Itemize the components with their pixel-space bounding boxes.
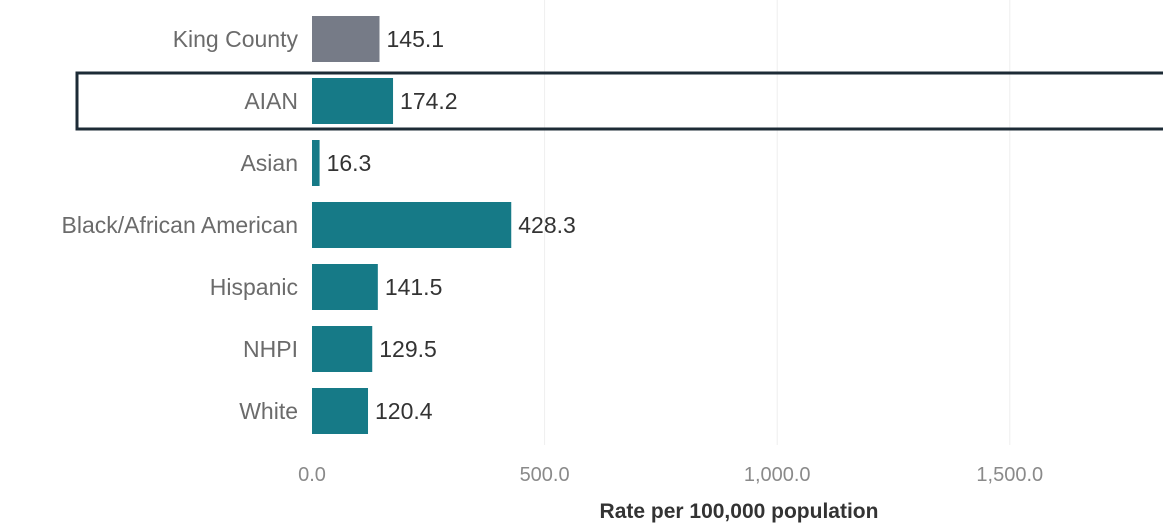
x-tick-label: 500.0	[520, 464, 570, 486]
bar[interactable]	[312, 264, 378, 310]
x-axis-ticks: 0.0 500.0 1,000.0 1,500.0	[298, 464, 1043, 486]
highlight-box	[75, 71, 1163, 131]
bar[interactable]	[312, 326, 373, 372]
value-label: 141.5	[385, 274, 443, 300]
category-label: White	[239, 398, 298, 424]
category-label: Hispanic	[210, 274, 298, 300]
bar[interactable]	[312, 388, 369, 434]
x-tick-label: 1,500.0	[976, 464, 1043, 486]
x-tick-label: 0.0	[298, 464, 326, 486]
value-label: 428.3	[518, 212, 576, 238]
category-label: NHPI	[243, 336, 298, 362]
x-tick-label: 1,000.0	[744, 464, 811, 486]
value-label: 16.3	[327, 150, 372, 176]
value-label: 129.5	[379, 336, 437, 362]
category-label: Asian	[240, 150, 298, 176]
value-label: 120.4	[375, 398, 433, 424]
value-labels: 145.1 174.2 16.3 428.3 141.5 129.5 120.4	[327, 26, 576, 424]
bar[interactable]	[312, 78, 394, 124]
bar[interactable]	[312, 140, 320, 186]
category-label: Black/African American	[62, 212, 298, 238]
category-labels: King County AIAN Asian Black/African Americ…	[62, 26, 299, 424]
x-axis-title: Rate per 100,000 population	[600, 500, 879, 523]
category-label: AIAN	[244, 88, 298, 114]
bars	[312, 16, 512, 434]
bar[interactable]	[312, 202, 512, 248]
gridlines	[544, 0, 1011, 445]
value-label: 174.2	[400, 88, 458, 114]
category-label: King County	[173, 26, 299, 52]
bar[interactable]	[312, 16, 380, 62]
value-label: 145.1	[387, 26, 445, 52]
